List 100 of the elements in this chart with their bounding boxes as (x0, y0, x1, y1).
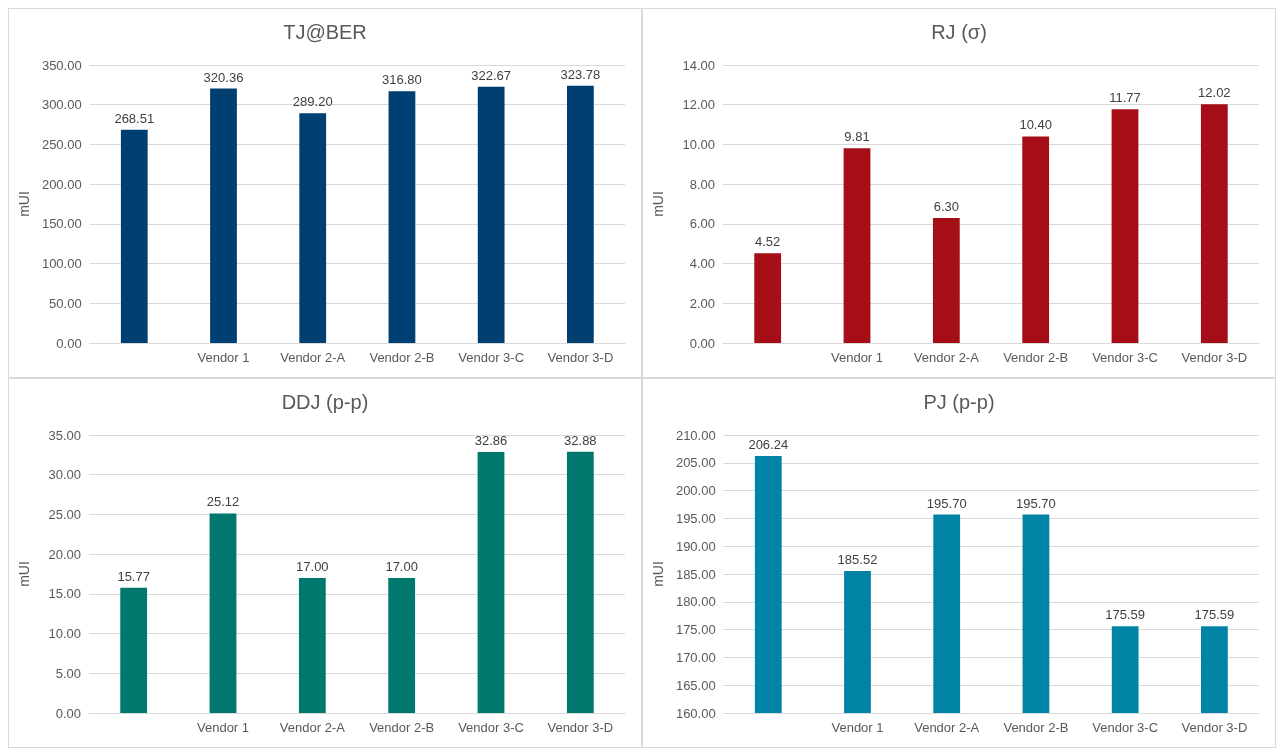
x-tick-label: Vendor 3-C (458, 350, 525, 365)
bar (1111, 109, 1139, 343)
x-tick-label: Vendor 2-A (280, 350, 346, 365)
y-axis-title: mUI (650, 191, 666, 217)
data-label: 15.77 (117, 568, 150, 584)
y-tick-label: 185.00 (675, 566, 716, 582)
bar (388, 577, 416, 713)
data-label: 175.59 (1105, 607, 1146, 623)
y-tick-label: 0.00 (55, 705, 81, 721)
data-label: 322.67 (471, 67, 512, 83)
y-axis-title: mUI (16, 191, 32, 217)
x-tick-label: Vendor 2-B (1003, 720, 1069, 735)
y-tick-label: 300.00 (41, 97, 82, 113)
bar (298, 577, 326, 713)
y-axis-title: mUI (16, 561, 32, 587)
data-label: 206.24 (748, 436, 789, 452)
data-label: 175.59 (1194, 607, 1235, 623)
bar (477, 86, 505, 343)
x-tick-label: Vendor 3-D (1181, 350, 1248, 365)
data-label: 17.00 (296, 558, 329, 574)
y-tick-label: 210.00 (675, 427, 716, 443)
y-tick-label: 190.00 (675, 538, 716, 554)
data-label: 32.88 (564, 432, 597, 448)
y-tick-label: 50.00 (49, 295, 82, 311)
bar (388, 91, 416, 343)
data-label: 323.78 (560, 66, 601, 82)
data-label: 32.86 (474, 433, 508, 448)
data-label: 11.77 (1109, 90, 1141, 106)
bar (120, 129, 148, 343)
y-tick-label: 150.00 (41, 216, 82, 232)
y-tick-label: 12.00 (682, 97, 715, 113)
y-tick-label: 4.00 (689, 256, 715, 272)
x-tick-label: Vendor 2-B (1003, 350, 1069, 365)
y-tick-label: 165.00 (675, 677, 716, 693)
y-tick-label: 15.00 (48, 586, 81, 602)
data-label: 268.51 (114, 110, 155, 126)
y-tick-label: 175.00 (675, 622, 716, 638)
y-tick-label: 0.00 (56, 335, 82, 351)
y-tick-label: 350.00 (41, 57, 82, 73)
bar (567, 85, 594, 343)
data-label: 10.40 (1019, 117, 1052, 133)
y-tick-label: 25.00 (48, 506, 81, 522)
y-tick-label: 200.00 (41, 176, 82, 192)
y-tick-label: 250.00 (41, 136, 82, 152)
data-label: 185.52 (837, 552, 878, 568)
y-tick-label: 195.00 (675, 510, 716, 526)
y-tick-label: 200.00 (675, 483, 716, 499)
x-tick-label: Vendor 1 (197, 350, 250, 365)
data-label: 4.52 (755, 234, 781, 250)
x-tick-label: Vendor 3-C (458, 720, 524, 735)
y-tick-label: 14.00 (682, 57, 715, 73)
data-label: 289.20 (292, 94, 333, 110)
y-tick-label: 5.00 (55, 665, 81, 681)
x-tick-label: Vendor 1 (831, 720, 884, 735)
x-tick-label: Vendor 3-C (1092, 350, 1158, 365)
x-tick-label: Vendor 2-A (279, 720, 346, 735)
y-tick-label: 10.00 (48, 626, 81, 642)
bar (299, 113, 327, 343)
y-tick-label: 30.00 (48, 467, 81, 483)
y-tick-label: 170.00 (675, 649, 716, 665)
chart-title: DDJ (p-p) (281, 391, 369, 413)
y-tick-label: 180.00 (675, 594, 716, 610)
bar (932, 217, 960, 343)
y-tick-label: 100.00 (41, 256, 82, 272)
x-tick-label: Vendor 3-D (547, 720, 614, 735)
y-tick-label: 6.00 (689, 216, 715, 232)
data-label: 195.70 (926, 495, 967, 511)
bar (1022, 136, 1050, 343)
data-label: 316.80 (382, 72, 422, 88)
x-tick-label: Vendor 2-A (914, 720, 980, 735)
data-label: 9.81 (844, 129, 870, 145)
bar (754, 253, 782, 343)
data-label: 12.02 (1198, 85, 1231, 101)
y-tick-label: 20.00 (48, 546, 81, 562)
x-tick-label: Vendor 2-B (369, 720, 435, 735)
bar (566, 451, 594, 713)
x-tick-label: Vendor 3-D (547, 350, 614, 365)
bar (843, 148, 871, 343)
chart-title: TJ@BER (283, 21, 367, 43)
chart-title: PJ (p-p) (923, 391, 995, 413)
x-tick-label: Vendor 2-A (913, 350, 980, 365)
bar (120, 587, 148, 713)
x-tick-label: Vendor 1 (196, 720, 250, 735)
data-label: 25.12 (206, 494, 240, 510)
bar (209, 513, 237, 713)
x-tick-label: Vendor 1 (830, 350, 884, 365)
data-label: 6.30 (933, 198, 959, 214)
y-tick-label: 160.00 (675, 705, 716, 721)
y-tick-label: 0.00 (689, 335, 715, 351)
data-label: 17.00 (385, 558, 418, 574)
data-label: 320.36 (203, 69, 244, 85)
bar (1200, 104, 1228, 343)
y-tick-label: 35.00 (48, 427, 81, 443)
bar (210, 88, 237, 343)
x-tick-label: Vendor 3-C (1092, 720, 1159, 735)
y-tick-label: 10.00 (682, 136, 715, 152)
data-label: 195.70 (1016, 495, 1056, 511)
y-tick-label: 8.00 (689, 176, 715, 192)
chart-title: RJ (σ) (931, 21, 987, 43)
y-tick-label: 2.00 (689, 295, 715, 311)
